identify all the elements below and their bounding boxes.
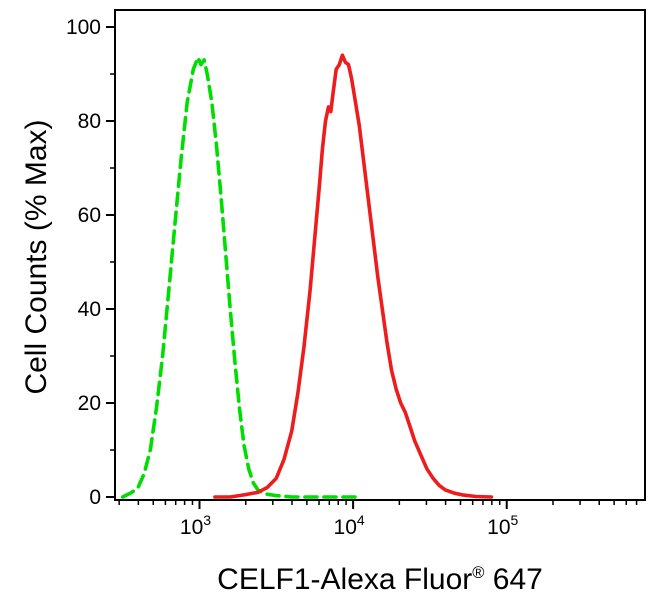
y-tick-label: 60 [78, 204, 101, 227]
x-axis-label-suffix: 647 [484, 563, 543, 596]
histogram-curve-control [120, 55, 363, 499]
y-tick-label: 40 [78, 298, 101, 321]
y-tick-label: 80 [78, 110, 101, 133]
y-tick-label: 20 [78, 392, 101, 415]
x-tick-label: 105 [487, 512, 518, 539]
y-tick-label: 100 [66, 16, 101, 39]
y-tick-label: 0 [89, 486, 101, 509]
x-tick-label: 104 [334, 512, 365, 539]
y-axis-label: Cell Counts (% Max) [20, 119, 53, 395]
registered-trademark-symbol: ® [472, 564, 485, 582]
histogram-curve-sample [213, 53, 494, 499]
x-axis-label: CELF1-Alexa Fluor® 647 [115, 563, 645, 597]
x-axis-label-main: CELF1-Alexa Fluor [217, 563, 473, 596]
x-tick-label: 103 [180, 512, 211, 539]
plot-frame [114, 9, 646, 501]
